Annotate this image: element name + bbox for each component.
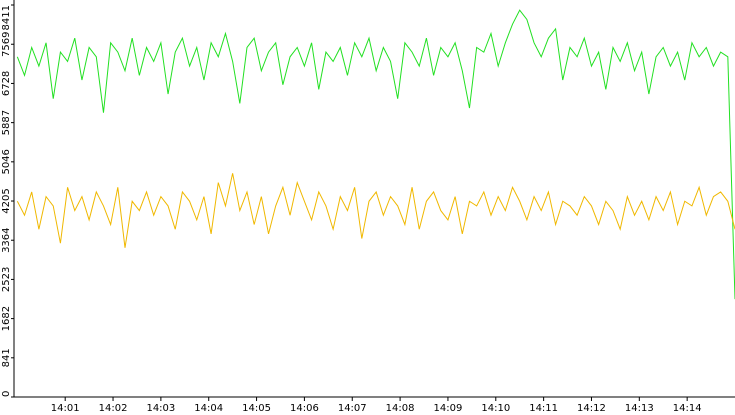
x-tick-label: 14:06 — [290, 403, 319, 414]
x-tick-label: 14:07 — [338, 403, 367, 414]
x-tick-label: 14:03 — [146, 403, 175, 414]
y-tick-label: 841 — [1, 348, 12, 367]
x-tick-label: 14:13 — [625, 403, 654, 414]
x-tick-label: 14:04 — [194, 403, 223, 414]
y-tick-label: 2523 — [1, 267, 12, 292]
y-tick-label: 4205 — [1, 188, 12, 213]
x-tick-label: 14:10 — [481, 403, 510, 414]
x-tick-label: 14:09 — [434, 403, 463, 414]
y-tick-label: 5887 — [1, 110, 12, 135]
x-tick-label: 14:05 — [242, 403, 271, 414]
y-tick-label: 1682 — [1, 306, 12, 331]
y-tick-label: 0 — [1, 391, 12, 397]
y-tick-label: 7569 — [1, 32, 12, 57]
x-tick-label: 14:14 — [673, 403, 702, 414]
y-tick-label: 6728 — [1, 71, 12, 96]
y-tick-label: 3364 — [1, 227, 12, 252]
x-tick-label: 14:11 — [529, 403, 558, 414]
y-tick-label: 5046 — [1, 149, 12, 174]
y-tick-label: 8411 — [1, 5, 12, 30]
series-line — [16, 173, 735, 248]
x-tick-label: 14:01 — [51, 403, 80, 414]
x-tick-label: 14:12 — [577, 403, 606, 414]
x-tick-label: 14:02 — [99, 403, 128, 414]
series-line — [16, 9, 735, 300]
x-tick-label: 14:08 — [386, 403, 415, 414]
